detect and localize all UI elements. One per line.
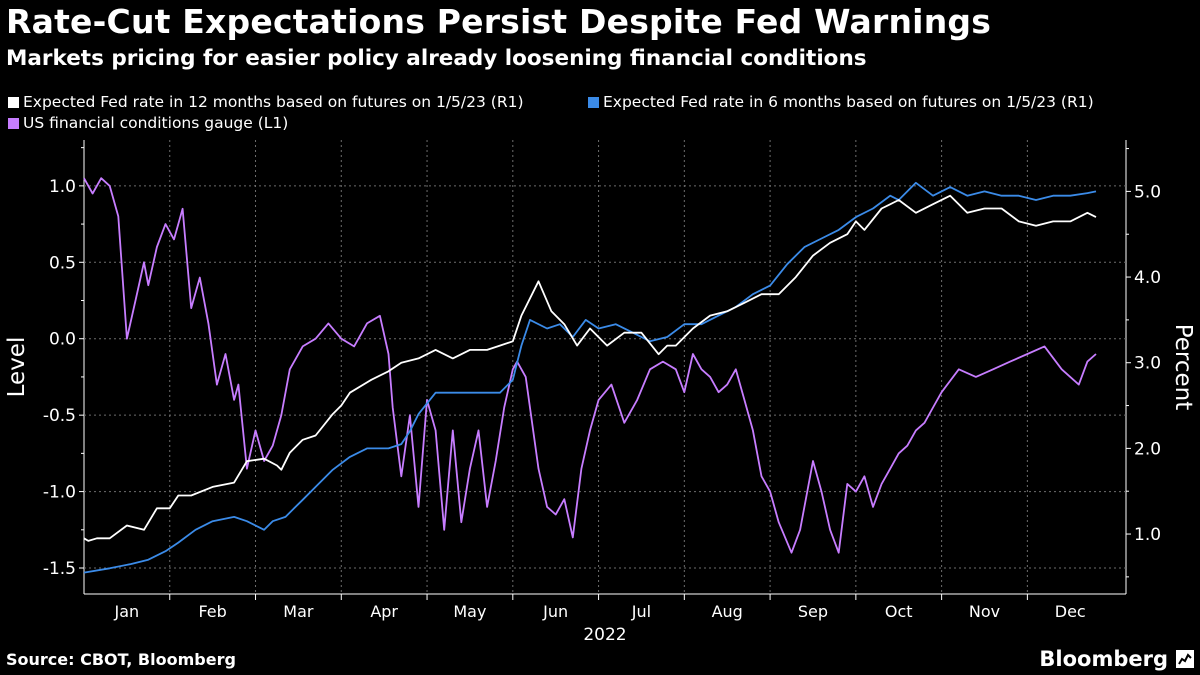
- right-tick-label: 4.0: [1134, 268, 1161, 288]
- legend-swatch-gauge: [8, 118, 19, 129]
- legend-label-fed12: Expected Fed rate in 12 months based on …: [23, 93, 524, 111]
- month-label: Jul: [631, 602, 651, 621]
- right-tick-label: 1.0: [1134, 525, 1161, 545]
- month-label: Feb: [198, 602, 226, 621]
- left-tick-label: 0.5: [49, 253, 76, 273]
- year-label: 2022: [583, 625, 626, 645]
- legend-label-fed6: Expected Fed rate in 6 months based on f…: [603, 93, 1094, 111]
- month-label: Oct: [885, 602, 913, 621]
- right-tick-label: 3.0: [1134, 354, 1161, 374]
- month-label: Jan: [114, 602, 140, 621]
- month-label: Jun: [542, 602, 568, 621]
- chart-title: Rate-Cut Expectations Persist Despite Fe…: [6, 2, 992, 41]
- left-tick-label: -0.5: [43, 406, 76, 426]
- left-tick-label: -1.5: [43, 559, 76, 579]
- source-note: Source: CBOT, Bloomberg: [6, 650, 236, 669]
- month-label: Aug: [712, 602, 743, 621]
- left-tick-label: 1.0: [49, 177, 76, 197]
- legend-item-fed12: Expected Fed rate in 12 months based on …: [8, 92, 524, 113]
- bloomberg-logo: Bloomberg: [1039, 647, 1168, 671]
- month-label: Dec: [1055, 602, 1086, 621]
- left-tick-label: -1.0: [43, 483, 76, 503]
- right-tick-label: 2.0: [1134, 439, 1161, 459]
- left-tick-label: 0.0: [49, 330, 76, 350]
- legend-swatch-fed12: [8, 97, 19, 108]
- month-label: Nov: [969, 602, 1000, 621]
- series-line-fed6: [83, 181, 1097, 574]
- month-label: Sep: [798, 602, 828, 621]
- legend-label-gauge: US financial conditions gauge (L1): [23, 114, 289, 132]
- right-tick-label: 5.0: [1134, 182, 1161, 202]
- chart-subtitle: Markets pricing for easier policy alread…: [6, 46, 867, 71]
- series-line-gauge: [83, 177, 1097, 554]
- month-label: Mar: [283, 602, 314, 621]
- legend-item-fed6: Expected Fed rate in 6 months based on f…: [588, 92, 1094, 113]
- legend-item-gauge: US financial conditions gauge (L1): [8, 113, 288, 134]
- bloomberg-chart-icon: [1176, 650, 1194, 668]
- series-line-fed12: [83, 194, 1097, 542]
- left-axis-title: Level: [4, 337, 30, 398]
- right-axis-title: Percent: [1170, 324, 1196, 411]
- month-label: May: [453, 602, 486, 621]
- legend-swatch-fed6: [588, 97, 599, 108]
- month-label: Apr: [370, 602, 398, 621]
